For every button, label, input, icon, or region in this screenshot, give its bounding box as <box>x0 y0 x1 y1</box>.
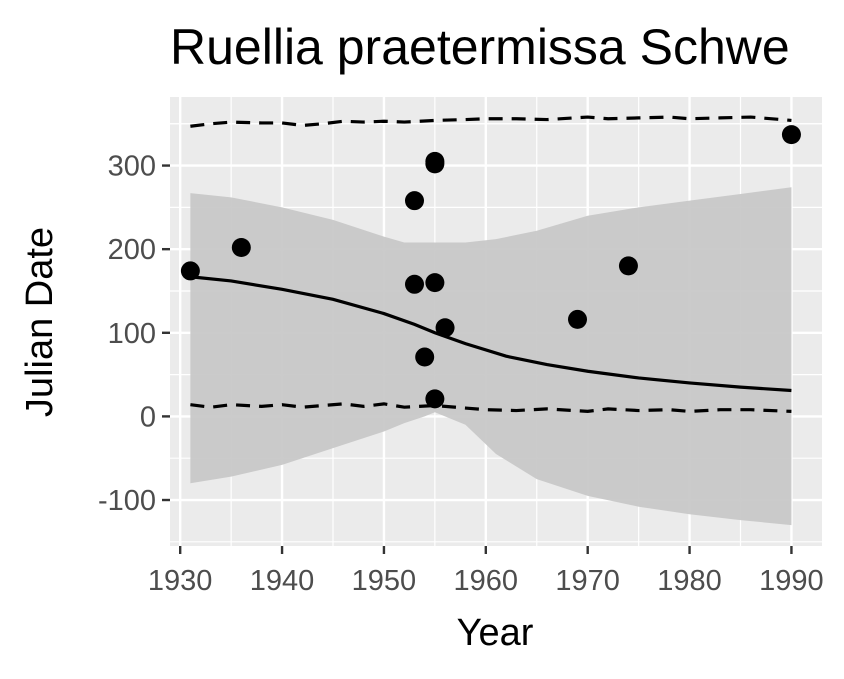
data-point <box>781 125 801 145</box>
lower-dashed-line <box>190 402 792 413</box>
x-tick-label: 1970 <box>555 565 620 597</box>
y-tick-label: 0 <box>140 401 156 433</box>
x-axis: 1930 1940 1950 1960 1970 1980 1990 <box>148 546 824 597</box>
x-tick-label: 1930 <box>148 565 213 597</box>
data-point <box>405 274 424 294</box>
data-points <box>180 125 801 409</box>
y-tick-label: -100 <box>98 485 156 517</box>
data-point <box>435 318 455 338</box>
data-point <box>568 309 587 329</box>
y-tick-label: 300 <box>108 151 156 183</box>
y-axis: -100 0 100 200 300 <box>98 151 170 517</box>
y-axis-title: Julian Date <box>19 227 61 417</box>
x-tick-label: 1980 <box>657 565 722 597</box>
chart-title: Ruellia praetermissa Schwe <box>170 19 790 75</box>
data-point <box>425 273 445 293</box>
upper-dashed-line <box>190 115 792 128</box>
data-point <box>405 191 424 211</box>
x-tick-label: 1990 <box>759 565 824 597</box>
x-axis-title: Year <box>457 612 534 654</box>
confidence-band <box>190 187 792 526</box>
y-tick-label: 100 <box>108 318 156 350</box>
data-point <box>180 261 200 281</box>
data-point <box>425 389 445 409</box>
data-point <box>425 154 445 174</box>
x-tick-label: 1940 <box>250 565 315 597</box>
data-point <box>618 256 638 276</box>
x-tick-label: 1960 <box>454 565 519 597</box>
y-tick-label: 200 <box>108 234 156 266</box>
data-point <box>415 347 435 367</box>
fit-line <box>190 275 792 393</box>
x-tick-label: 1950 <box>352 565 417 597</box>
data-point <box>231 238 251 258</box>
